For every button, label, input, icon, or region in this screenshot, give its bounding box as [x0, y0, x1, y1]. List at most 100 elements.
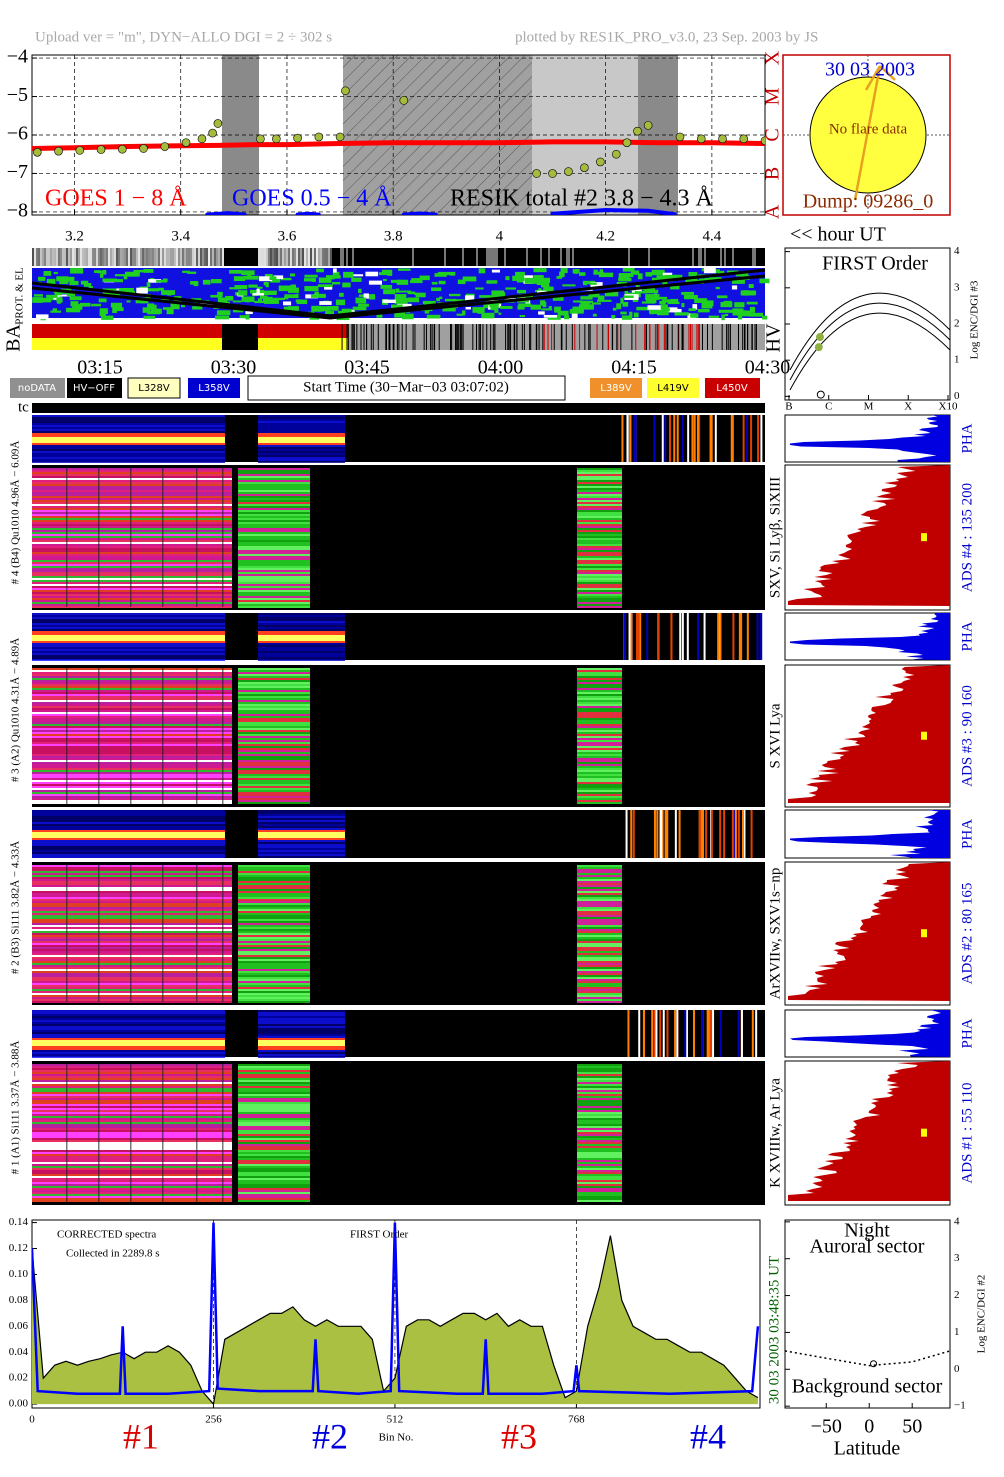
pha-row [32, 1036, 225, 1038]
ads-row [32, 1098, 232, 1100]
ads-row [577, 694, 622, 696]
ads-row [577, 576, 622, 578]
ads-row [32, 1118, 232, 1120]
ads-row [238, 538, 310, 540]
ads-row [577, 704, 622, 706]
pha-row [32, 1046, 225, 1048]
ads-row [32, 736, 232, 738]
gray-line [32, 248, 34, 266]
ads-row [238, 899, 310, 901]
ads-row [577, 592, 622, 594]
ads-row [32, 474, 232, 476]
ads-row [577, 474, 622, 476]
land [554, 306, 561, 313]
ads-row [32, 969, 232, 971]
ads-row [238, 891, 310, 893]
ads-row [577, 482, 622, 484]
ads-row [32, 522, 232, 524]
resik-point [399, 96, 409, 105]
ads-row [238, 883, 310, 885]
sun-line [879, 65, 896, 81]
land [683, 294, 698, 300]
land [407, 297, 420, 303]
gray-line [308, 248, 310, 266]
ads-row [32, 566, 232, 568]
pha-row [258, 1028, 345, 1030]
ads-row [577, 1080, 622, 1082]
ads-row [577, 740, 622, 742]
ads-row [32, 508, 232, 510]
ads-row [32, 746, 232, 748]
legend-entry: GOES 1 − 8 Å [45, 186, 187, 212]
x-axis-title: Bin No. [379, 1432, 414, 1444]
ads-row [577, 752, 622, 754]
ads-row [32, 702, 232, 704]
land [270, 277, 281, 283]
land [734, 302, 745, 308]
ads-row [32, 670, 232, 672]
pha-row [32, 1044, 225, 1046]
y-tick-label: 0.12 [9, 1242, 28, 1254]
ads-row [32, 871, 232, 873]
ads-row [32, 951, 232, 953]
land [690, 313, 699, 318]
ads-row [238, 764, 310, 766]
land [283, 301, 292, 306]
pha-row [258, 848, 345, 850]
subtitle: Collected in 2289.8 s [66, 1248, 160, 1260]
ads-row [238, 694, 310, 696]
resik-point [564, 167, 573, 176]
ads-row [577, 1090, 622, 1092]
ba-tick [494, 324, 496, 350]
point [815, 333, 824, 342]
land [703, 268, 716, 274]
ads-row [32, 877, 232, 879]
ads-row [238, 1074, 310, 1076]
land [579, 272, 586, 276]
land [478, 268, 486, 274]
y-tick-label: 3 [954, 1252, 960, 1264]
ads-row [32, 514, 232, 516]
resik-point [760, 136, 765, 146]
ads-row [577, 983, 622, 985]
ads-row [32, 1110, 232, 1112]
land [448, 293, 461, 297]
ba-tick [747, 324, 749, 350]
land [101, 315, 114, 320]
gray-line [324, 248, 326, 266]
y-tick-label: 2 [954, 1289, 960, 1301]
y-tick-label: −4 [7, 46, 28, 68]
marker [921, 533, 927, 542]
ads-row [32, 1168, 232, 1170]
pha-row [258, 459, 345, 461]
pha-row [32, 1020, 225, 1022]
land [241, 296, 255, 302]
pha-col [755, 1010, 758, 1057]
ads-row [238, 580, 310, 582]
land [674, 312, 689, 316]
ads-row [238, 798, 310, 800]
ba-tick [438, 324, 440, 350]
pha-row [32, 832, 225, 834]
gray-line [86, 248, 88, 266]
ads-row [577, 999, 622, 1001]
ads-row [32, 1170, 232, 1172]
ads-row [32, 772, 232, 774]
ads-row [32, 1200, 232, 1202]
ads-divider [162, 865, 164, 1002]
pha-row [32, 459, 225, 461]
land [673, 274, 683, 281]
land [759, 278, 770, 284]
ads-row [577, 488, 622, 490]
pha-row [258, 415, 345, 417]
ads-row [238, 1152, 310, 1154]
gray-line [100, 248, 102, 266]
pha-row [32, 419, 225, 421]
ads-row [238, 706, 310, 708]
gray-line [218, 248, 220, 266]
channel-label: # 4 (B4) Qu1010 4.96Å − 6.09Å [10, 441, 22, 585]
ads-row [577, 468, 622, 470]
resik-point [139, 144, 148, 153]
pha-col [681, 415, 684, 462]
gray-line [68, 248, 70, 266]
